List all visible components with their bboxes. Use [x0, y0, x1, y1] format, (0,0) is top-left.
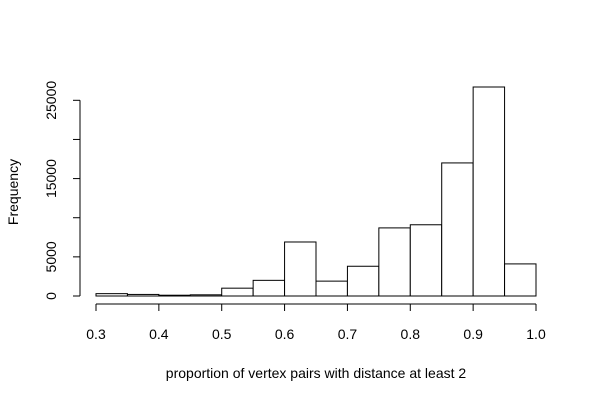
y-tick-label: 15000	[43, 159, 59, 198]
histogram-bar	[95, 293, 128, 297]
y-tick-label: 25000	[43, 81, 59, 120]
x-tick-label: 0.4	[149, 326, 169, 342]
histogram-bars	[95, 86, 537, 297]
histogram-bar	[158, 294, 191, 297]
histogram-bar	[252, 279, 286, 297]
histogram-bar	[378, 227, 411, 297]
histogram-bar	[315, 280, 348, 297]
x-tick-label: 0.7	[338, 326, 358, 342]
x-tick-label: 1.0	[526, 326, 546, 342]
histogram-bar	[221, 287, 254, 297]
x-tick-label: 0.9	[463, 326, 483, 342]
histogram-bar	[409, 224, 443, 297]
histogram-bar	[126, 293, 160, 297]
histogram-bar	[472, 86, 506, 297]
x-tick-label: 0.5	[212, 326, 232, 342]
y-tick-label: 0	[43, 292, 59, 300]
x-tick-label: 0.8	[401, 326, 421, 342]
histogram-bar	[189, 294, 223, 297]
histogram-bar	[346, 265, 380, 297]
histogram-bar	[284, 241, 317, 297]
x-axis: 0.3 0.4 0.5 0.6 0.7 0.8 0.9 1.0	[86, 303, 546, 342]
x-tick-label: 0.6	[275, 326, 295, 342]
y-axis-label: Frequency	[5, 159, 21, 225]
y-axis: 0 5000 15000 25000	[43, 81, 81, 300]
x-axis-label: proportion of vertex pairs with distance…	[166, 365, 467, 381]
histogram-bar	[441, 162, 474, 297]
x-tick-label: 0.3	[86, 326, 106, 342]
histogram-bar	[504, 263, 537, 297]
y-tick-label: 5000	[43, 241, 59, 272]
